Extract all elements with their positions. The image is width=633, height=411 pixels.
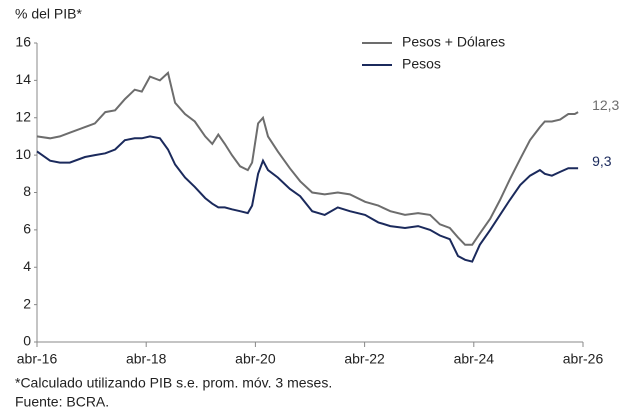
legend-label: Pesos <box>402 56 441 72</box>
y-tick-label: 6 <box>23 221 31 237</box>
x-tick-label: abr-22 <box>344 351 385 367</box>
series-line <box>36 71 579 246</box>
series-line <box>36 135 579 263</box>
y-tick-label: 4 <box>23 258 31 274</box>
value-label: 9,3 <box>592 153 612 169</box>
y-tick-label: 10 <box>15 146 31 162</box>
x-tick-label: abr-26 <box>563 351 604 367</box>
x-tick-label: abr-20 <box>235 351 276 367</box>
y-axis-label: % del PIB* <box>15 6 82 22</box>
y-tick-label: 8 <box>23 183 31 199</box>
x-tick-label: abr-24 <box>454 351 495 367</box>
y-tick-label: 16 <box>15 34 31 50</box>
y-tick-label: 0 <box>23 333 31 349</box>
x-tick-label: abr-18 <box>126 351 167 367</box>
y-tick-label: 14 <box>15 71 31 87</box>
legend-label: Pesos + Dólares <box>402 34 505 50</box>
value-label: 12,3 <box>592 97 619 113</box>
x-tick-label: abr-16 <box>17 351 58 367</box>
footnote: *Calculado utilizando PIB s.e. prom. móv… <box>15 375 332 391</box>
y-tick-label: 2 <box>23 295 31 311</box>
source: Fuente: BCRA. <box>15 394 109 410</box>
y-tick-label: 12 <box>15 108 31 124</box>
